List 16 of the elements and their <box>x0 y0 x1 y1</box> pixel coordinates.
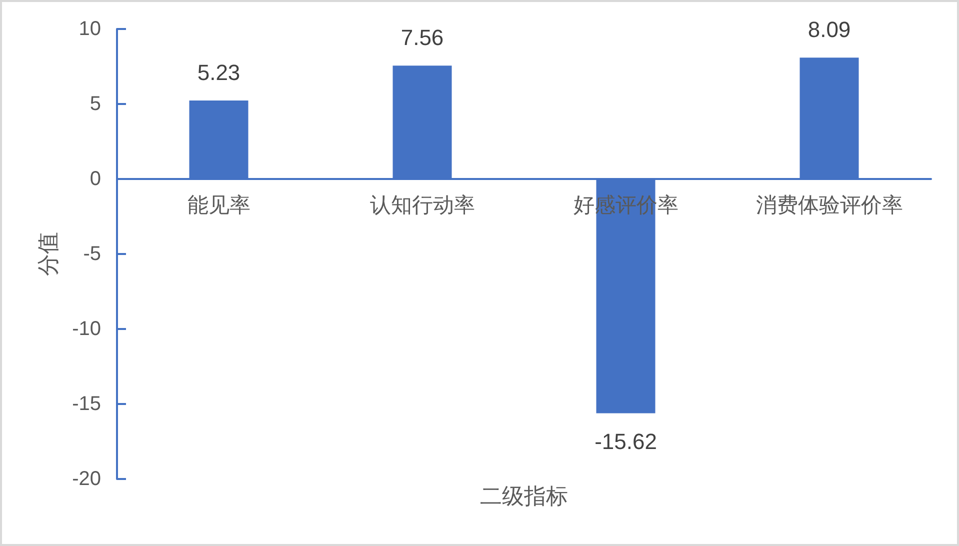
data-label: 7.56 <box>400 25 444 50</box>
y-tick-label: 10 <box>78 18 101 40</box>
data-label: 5.23 <box>197 60 240 86</box>
y-tick-label: 0 <box>90 168 101 190</box>
y-axis-title: 分值 <box>36 232 60 276</box>
y-tick-label: 5 <box>90 93 101 115</box>
y-tick-label: -15 <box>72 393 101 415</box>
y-tick-label: -5 <box>83 243 101 265</box>
data-label: -15.62 <box>594 428 657 454</box>
y-tick-label: -10 <box>72 318 101 340</box>
x-tick-label: 认知行动率 <box>370 194 475 217</box>
x-tick-label: 消费体验评价率 <box>756 194 903 217</box>
x-axis-title: 二级指标 <box>480 484 568 508</box>
data-label: 8.09 <box>808 17 851 42</box>
x-tick-label: 能见率 <box>187 194 250 217</box>
y-tick-label: -20 <box>72 468 101 490</box>
